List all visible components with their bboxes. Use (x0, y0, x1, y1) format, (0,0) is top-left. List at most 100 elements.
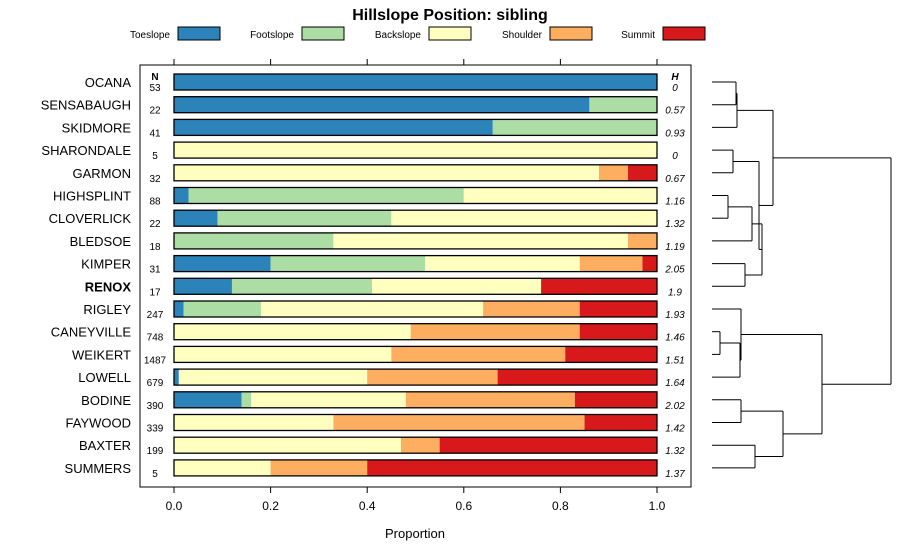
n-value: 247 (147, 310, 164, 321)
series-label: SKIDMORE (62, 120, 132, 135)
n-value: 199 (147, 446, 164, 457)
x-tick-label: 0.0 (166, 499, 183, 513)
bar-outline (173, 254, 658, 273)
bar-segment-shoulder (367, 369, 498, 386)
n-value: 41 (149, 128, 161, 139)
bar-segment-shoulder (410, 323, 580, 340)
legend-label-toeslope: Toeslope (130, 30, 170, 41)
bar-segment-summit (565, 346, 657, 363)
bar-outline (173, 164, 658, 182)
bar-outline (173, 345, 658, 364)
row-bodine: BODINE 390 2.02 (81, 391, 685, 412)
bar-segment-footslope (231, 278, 373, 295)
row-sharondale: SHARONDALE 5 0 (41, 141, 678, 162)
n-value: 88 (149, 197, 161, 208)
row-garmon: GARMON 32 0.67 (73, 164, 685, 185)
bar-segment-summit (497, 369, 657, 386)
bar-outline (173, 391, 658, 409)
legend-swatch-shoulder (549, 26, 593, 41)
legend-label-summit: Summit (621, 30, 655, 41)
bar-segment-summit (642, 255, 657, 272)
series-label: CANEYVILLE (51, 325, 132, 340)
series-label: CLOVERLICK (49, 211, 132, 226)
n-value: 390 (147, 401, 164, 412)
series-label: WEIKERT (72, 347, 131, 362)
bar-segment-shoulder (579, 255, 643, 272)
bar-outline (173, 368, 658, 386)
series-label: SUMMERS (65, 461, 132, 476)
bar-segment-backslope (174, 346, 392, 363)
legend-swatch-summit (662, 26, 706, 41)
row-bledsoe: BLEDSOE 18 1.19 (70, 232, 685, 253)
bar-outline (173, 277, 658, 295)
bar-outline (173, 118, 658, 137)
bar-segment-shoulder (401, 437, 440, 454)
n-value: 17 (149, 287, 161, 298)
series-label: GARMON (73, 166, 132, 181)
h-value: 1.42 (665, 424, 685, 435)
h-value: 1.9 (668, 287, 682, 298)
row-faywood: FAYWOOD 339 1.42 (66, 413, 685, 435)
bar-segment-toeslope (174, 301, 184, 317)
h-column-header: H (671, 72, 679, 83)
bar-segment-backslope (372, 278, 542, 295)
legend-swatch-toeslope (177, 26, 221, 41)
h-value: 1.51 (665, 355, 684, 366)
bar-segment-footslope (174, 232, 334, 249)
h-value: 1.32 (665, 219, 685, 230)
n-value: 748 (147, 333, 164, 344)
bar-segment-toeslope (174, 96, 590, 113)
bar-segment-shoulder (270, 459, 368, 476)
n-value: 1487 (144, 355, 167, 366)
bar-segment-backslope (174, 459, 271, 476)
bar-segment-toeslope (174, 74, 657, 90)
bar-segment-shoulder (628, 232, 657, 249)
x-tick-label: 0.8 (552, 499, 569, 513)
legend-label-footslope: Footslope (250, 30, 294, 41)
n-value: 22 (149, 219, 161, 230)
bar-segment-summit (579, 301, 657, 317)
bar-segment-summit (574, 391, 657, 408)
bar-segment-toeslope (174, 255, 271, 272)
h-value: 0.57 (665, 106, 685, 117)
bar-segment-shoulder (483, 301, 580, 317)
bar-outline (173, 73, 658, 91)
bar-outline (173, 459, 658, 477)
series-label: HIGHSPLINT (53, 189, 131, 204)
bar-outline (173, 186, 658, 205)
legend-label-backslope: Backslope (375, 30, 422, 41)
bar-segment-toeslope (174, 119, 493, 136)
n-column-header: N (151, 72, 158, 83)
bar-segment-toeslope (174, 187, 189, 204)
n-value: 679 (147, 378, 164, 389)
bar-segment-backslope (178, 369, 368, 386)
bar-segment-footslope (188, 187, 464, 204)
bar-segment-summit (541, 278, 657, 295)
bar-segment-backslope (174, 414, 334, 431)
row-caneyville: CANEYVILLE 748 1.46 (51, 323, 685, 344)
chart-title: Hillslope Position: sibling (352, 7, 548, 24)
bar-segment-backslope (174, 164, 600, 181)
h-value: 0.93 (665, 128, 685, 139)
row-rigley: RIGLEY 247 1.93 (83, 300, 685, 321)
n-value: 5 (152, 469, 158, 480)
h-value: 0.67 (665, 174, 685, 185)
bar-segment-summit (367, 459, 657, 476)
series-label: OCANA (85, 75, 132, 90)
bar-segment-backslope (174, 142, 657, 159)
bar-segment-footslope (241, 391, 252, 408)
series-label: BODINE (81, 393, 131, 408)
legend-swatch-footslope (301, 26, 345, 41)
bar-outline (173, 323, 658, 341)
bar-outline (173, 209, 658, 227)
bar-segment-footslope (217, 210, 392, 227)
h-value: 1.46 (665, 333, 685, 344)
series-label: BAXTER (79, 438, 131, 453)
series-label: SHARONDALE (41, 143, 131, 158)
bar-segment-shoulder (405, 391, 575, 408)
bar-segment-toeslope (174, 369, 179, 386)
h-value: 1.64 (665, 378, 685, 389)
x-axis-label: Proportion (385, 526, 445, 541)
